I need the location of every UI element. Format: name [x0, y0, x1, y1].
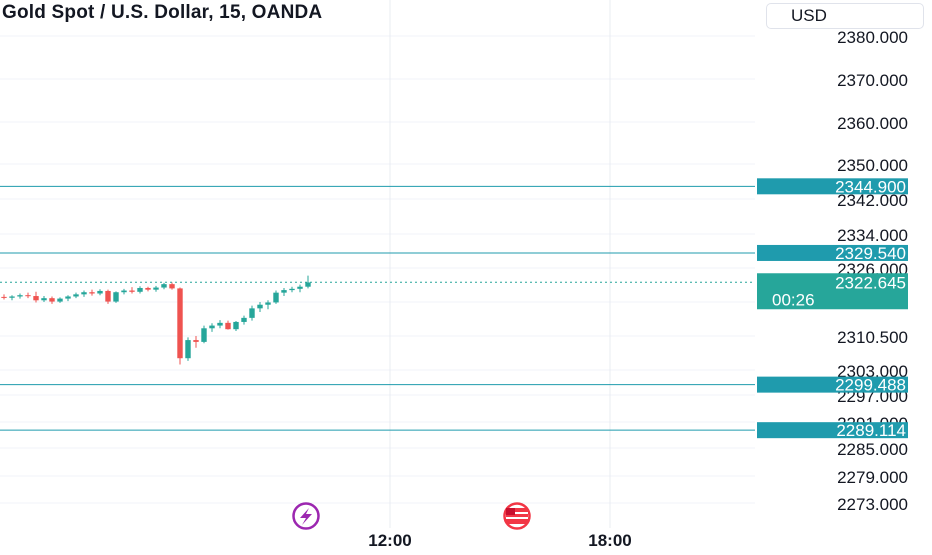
price-level-tag: [757, 422, 908, 439]
x-tick-label: 18:00: [588, 531, 631, 550]
price-level-tag: [757, 244, 908, 261]
y-tick-label: 2370.000: [837, 71, 908, 90]
candle-body: [25, 295, 31, 297]
last-price-tag: [757, 273, 908, 310]
y-tick-label: 2334.000: [837, 226, 908, 245]
candle-body: [273, 292, 279, 303]
price-level-tag: [757, 376, 908, 393]
y-tick-label: 2360.000: [837, 114, 908, 133]
candle-body: [201, 328, 207, 342]
y-tick-label: 2310.500: [837, 328, 908, 347]
candle-body: [137, 287, 143, 292]
candle-body: [57, 298, 63, 302]
candle-body: [241, 317, 247, 322]
chart-title: Gold Spot / U.S. Dollar, 15, OANDA: [2, 2, 323, 23]
candle-body: [233, 321, 239, 330]
y-tick-label: 2342.000: [837, 191, 908, 210]
candle-body: [113, 292, 119, 302]
candle-body: [177, 288, 183, 359]
candle-body: [257, 304, 263, 309]
candle-body: [289, 288, 295, 291]
y-tick-label: 2273.000: [837, 495, 908, 514]
candle-body: [209, 325, 215, 329]
y-tick-label: 2380.000: [837, 28, 908, 47]
price-level-label: 2344.900: [835, 177, 906, 196]
y-tick-label: 2285.000: [837, 440, 908, 459]
candle-body: [97, 290, 103, 294]
last-price-label: 2322.645: [835, 273, 906, 292]
candle-body: [73, 294, 79, 297]
price-level-label: 2299.488: [835, 376, 906, 395]
candle-body: [81, 292, 87, 295]
candle-body: [1, 296, 7, 298]
candle-body: [105, 290, 111, 302]
y-tick-label: 2350.000: [837, 156, 908, 175]
price-level-label: 2329.540: [835, 244, 906, 263]
y-tick-label: 2303.000: [837, 362, 908, 381]
candle-body: [49, 298, 55, 302]
lightning-event-icon: [292, 502, 320, 530]
candle-body: [17, 295, 23, 297]
candle-body: [265, 302, 271, 305]
candle-body: [89, 292, 95, 294]
candle-body: [249, 308, 255, 318]
candle-body: [121, 290, 127, 293]
currency-selector[interactable]: USD: [766, 3, 924, 29]
currency-label: USD: [791, 6, 827, 25]
countdown-label: 00:26: [772, 290, 815, 309]
candle-body: [161, 284, 167, 288]
candle-body: [225, 322, 231, 330]
price-level-label: 2289.114: [836, 421, 906, 440]
y-tick-label: 2279.000: [837, 468, 908, 487]
candle-body: [33, 296, 39, 301]
candle-body: [129, 290, 135, 292]
candle-body: [305, 282, 311, 287]
candle-body: [217, 322, 223, 326]
x-tick-label: 12:00: [368, 531, 411, 550]
candle-body: [41, 298, 47, 301]
candle-body: [153, 287, 159, 290]
candle-body: [185, 340, 191, 359]
candle-body: [65, 296, 71, 299]
price-level-tag: [757, 178, 908, 195]
candle-body: [297, 286, 303, 289]
candle-body: [281, 290, 287, 293]
us-flag-event-icon: [503, 502, 531, 530]
candle-body: [193, 340, 199, 342]
candle-body: [9, 296, 15, 298]
candle-body: [169, 284, 175, 289]
candle-body: [145, 287, 151, 290]
